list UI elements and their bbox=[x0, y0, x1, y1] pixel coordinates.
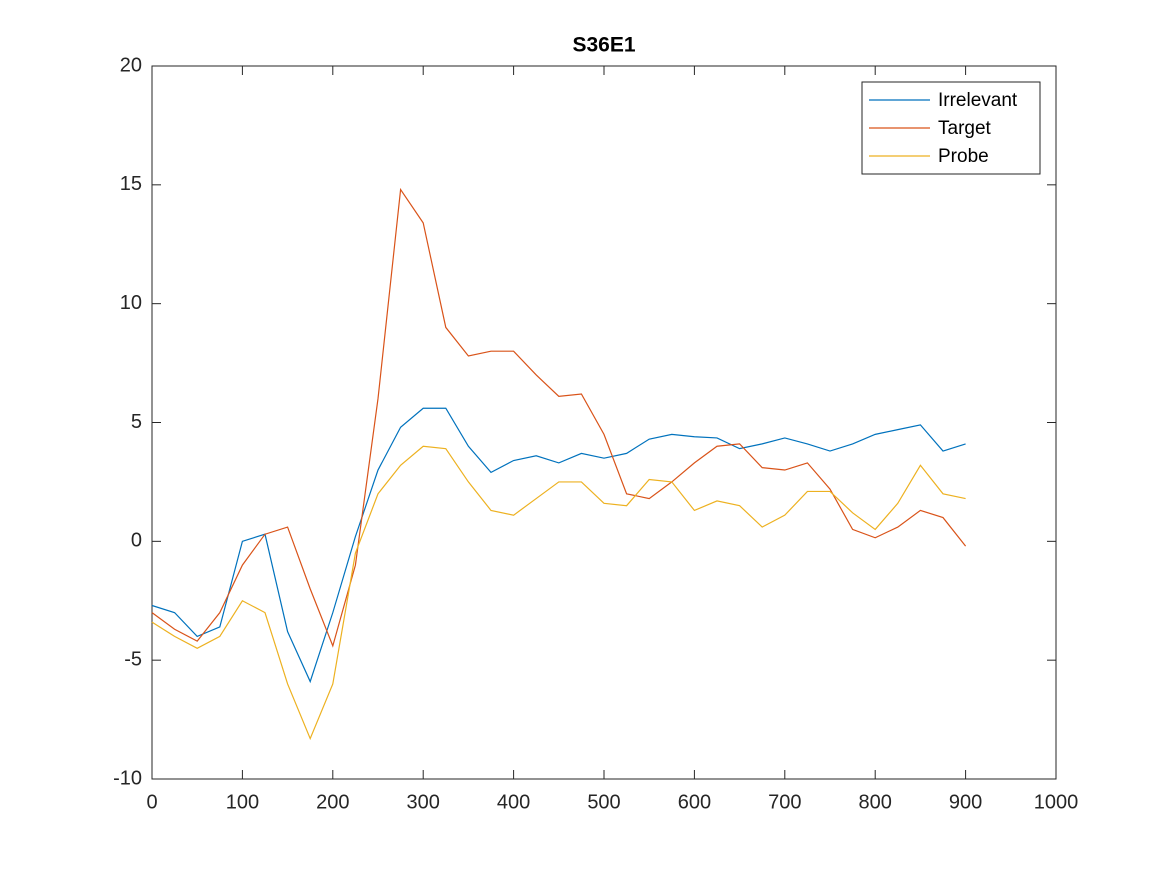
x-tick-label: 900 bbox=[949, 791, 982, 813]
x-tick-label: 500 bbox=[587, 791, 620, 813]
chart-title: S36E1 bbox=[572, 34, 635, 57]
line-series bbox=[151, 445, 966, 741]
x-tick-label: 200 bbox=[316, 791, 349, 813]
x-tick-label: 400 bbox=[497, 791, 530, 813]
x-tick-label: 0 bbox=[146, 791, 157, 813]
y-tick-label: 5 bbox=[131, 411, 142, 433]
legend-label: Target bbox=[938, 118, 992, 139]
x-tick-label: 800 bbox=[859, 791, 892, 813]
x-tick-label: 600 bbox=[678, 791, 711, 813]
x-tick-label: 700 bbox=[768, 791, 801, 813]
legend-label: Irrelevant bbox=[938, 90, 1018, 111]
line-series bbox=[151, 187, 967, 648]
x-tick-label: 300 bbox=[407, 791, 440, 813]
legend-label: Probe bbox=[938, 146, 989, 167]
y-tick-label: -5 bbox=[124, 648, 142, 670]
x-tick-label: 1000 bbox=[1034, 791, 1079, 813]
y-tick-label: 15 bbox=[120, 173, 142, 195]
line-series bbox=[151, 407, 966, 684]
x-tick-label: 100 bbox=[226, 791, 259, 813]
y-tick-label: -10 bbox=[113, 767, 142, 789]
y-tick-label: 0 bbox=[131, 530, 142, 552]
y-tick-label: 10 bbox=[120, 292, 142, 314]
y-tick-label: 20 bbox=[120, 54, 142, 76]
